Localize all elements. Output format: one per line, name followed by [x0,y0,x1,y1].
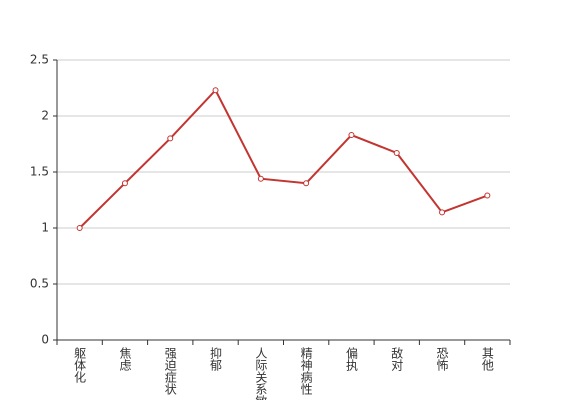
x-tick-label: 焦虑 [118,347,132,371]
y-tick-label: 2 [41,109,49,123]
x-tick-label: 躯体化 [73,346,87,384]
point [348,132,355,139]
point [167,135,174,142]
point [76,225,83,231]
point [439,209,446,216]
y-tick-label: 2.5 [30,53,49,67]
x-tick-label: 抑郁 [209,346,223,372]
y-tick-label: 0 [41,333,49,347]
y-tick-label: 1.5 [30,165,49,179]
x-tick-label: 恐怖 [435,347,449,371]
x-tick-label: 偏执 [344,346,358,372]
y-tick-label: 0.5 [30,277,49,291]
x-tick-label: 其他 [480,347,494,371]
point [121,180,128,187]
y-tick-label: 1 [41,221,49,235]
point [212,87,219,94]
x-tick-label: 敌对 [390,346,404,371]
point [303,180,310,187]
point [257,175,264,182]
x-tick-label: 精神病性 [299,347,313,396]
x-tick-label: 人际关系敏感 [254,347,268,400]
point [484,192,491,199]
x-tick-label: 强迫症状 [163,347,177,395]
line [78,88,488,229]
point [393,149,400,156]
